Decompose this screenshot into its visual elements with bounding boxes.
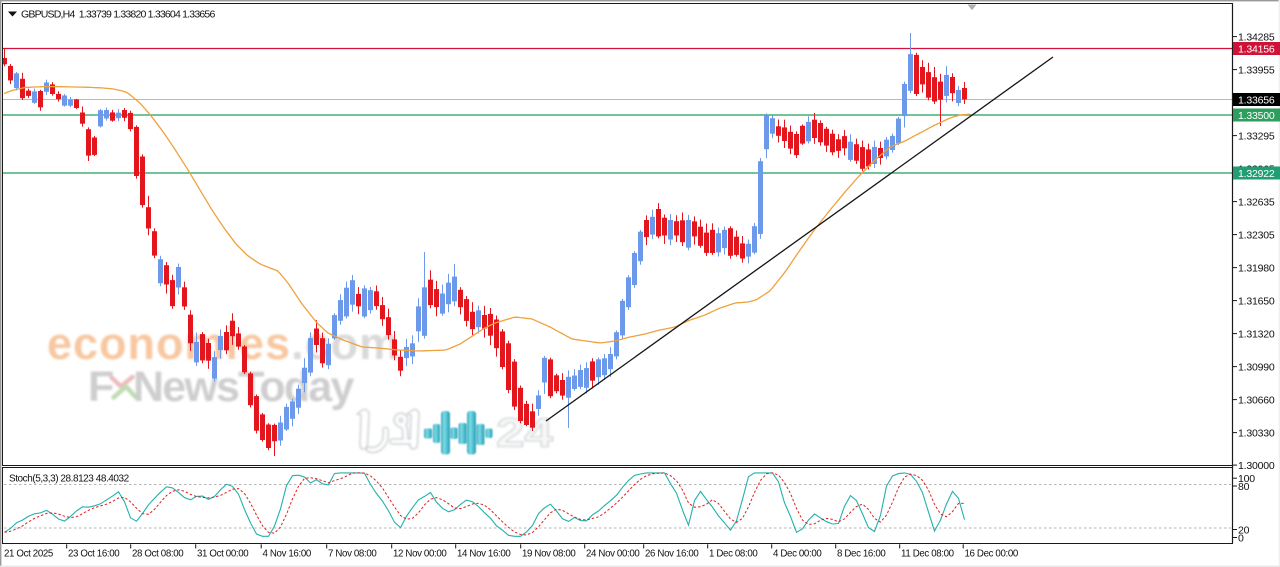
svg-text:16 Dec 00:00: 16 Dec 00:00 (965, 549, 1019, 560)
svg-text:1.31320: 1.31320 (1238, 328, 1275, 340)
svg-text:1.30990: 1.30990 (1238, 361, 1275, 373)
svg-text:1.31650: 1.31650 (1238, 295, 1275, 307)
svg-text:20: 20 (1238, 524, 1250, 536)
svg-text:80: 80 (1238, 481, 1250, 493)
svg-text:4 Nov 16:00: 4 Nov 16:00 (263, 549, 312, 560)
svg-text:11 Dec 08:00: 11 Dec 08:00 (901, 549, 955, 560)
svg-text:28 Oct 08:00: 28 Oct 08:00 (132, 549, 184, 560)
svg-text:26 Nov 16:00: 26 Nov 16:00 (645, 549, 699, 560)
svg-text:economies.com: economies.com (47, 318, 400, 369)
svg-text:1.30330: 1.30330 (1238, 427, 1275, 439)
svg-text:1.33295: 1.33295 (1238, 130, 1275, 142)
svg-text:GBPUSD,H4 1.33739 1.33820 1.3: GBPUSD,H4 1.33739 1.33820 1.33604 1.3365… (21, 8, 215, 20)
svg-text:1.31980: 1.31980 (1238, 262, 1275, 274)
svg-text:1.30000: 1.30000 (1238, 460, 1275, 472)
svg-text:1.34285: 1.34285 (1238, 31, 1275, 43)
svg-text:31 Oct 00:00: 31 Oct 00:00 (197, 549, 249, 560)
svg-text:1.33500: 1.33500 (1238, 110, 1275, 122)
svg-text:1.33955: 1.33955 (1238, 64, 1275, 76)
svg-text:0: 0 (1238, 532, 1244, 544)
svg-text:1.32922: 1.32922 (1238, 168, 1275, 180)
svg-text:F: F (88, 363, 114, 411)
svg-text:1.32635: 1.32635 (1238, 196, 1275, 208)
svg-text:12 Nov 00:00: 12 Nov 00:00 (393, 549, 447, 560)
svg-text:1.33656: 1.33656 (1238, 94, 1275, 106)
svg-text:24: 24 (496, 410, 553, 456)
svg-text:23 Oct 16:00: 23 Oct 16:00 (68, 549, 120, 560)
svg-text:1.34156: 1.34156 (1238, 43, 1275, 55)
svg-text:Stoch(5,3,3) 28.8123 48.4032: Stoch(5,3,3) 28.8123 48.4032 (9, 474, 130, 485)
svg-text:1 Dec 08:00: 1 Dec 08:00 (709, 549, 758, 560)
svg-text:19 Nov 08:00: 19 Nov 08:00 (522, 549, 576, 560)
svg-text:7 Nov 08:00: 7 Nov 08:00 (328, 549, 377, 560)
svg-text:8 Dec 16:00: 8 Dec 16:00 (837, 549, 886, 560)
svg-text:14 Nov 16:00: 14 Nov 16:00 (457, 549, 511, 560)
svg-text:4 Dec 00:00: 4 Dec 00:00 (773, 549, 822, 560)
svg-text:24 Nov 00:00: 24 Nov 00:00 (586, 549, 640, 560)
svg-text:1.30660: 1.30660 (1238, 394, 1275, 406)
svg-text:1.32305: 1.32305 (1238, 229, 1275, 241)
svg-text:100: 100 (1238, 473, 1255, 485)
svg-text:21 Oct 2025: 21 Oct 2025 (4, 549, 53, 560)
